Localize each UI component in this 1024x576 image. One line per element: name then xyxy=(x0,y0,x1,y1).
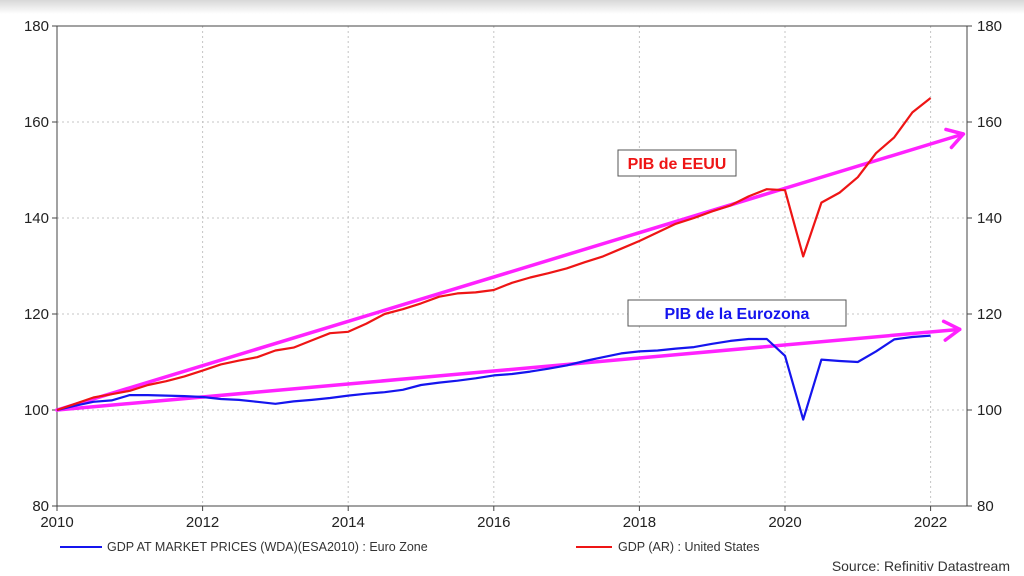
y-tick-label-right-100: 100 xyxy=(977,402,1002,419)
legend-label-us: GDP (AR) : United States xyxy=(618,540,760,554)
x-tick-label-2020: 2020 xyxy=(768,514,801,531)
grid xyxy=(57,26,967,506)
plot-frame xyxy=(56,25,968,507)
y-tick-label-left-100: 100 xyxy=(24,402,49,419)
trend-arrowhead-0 xyxy=(944,127,966,150)
x-tick-label-2018: 2018 xyxy=(623,514,656,531)
y-tick-label-right-180: 180 xyxy=(977,18,1002,35)
trend-arrow-0 xyxy=(55,132,966,412)
annotation-us-label: PIB de EEUU xyxy=(628,156,727,173)
x-tick-label-2010: 2010 xyxy=(40,514,73,531)
axis-ticks: 2010 2012 2014 2016 2018 2020 2022 80 80 100 100 12… xyxy=(24,18,1002,531)
series-lines xyxy=(56,97,932,421)
trend-arrows xyxy=(55,127,966,412)
source-label: Source: Refinitiv Datastream xyxy=(832,558,1010,574)
legend-label-euro: GDP AT MARKET PRICES (WDA)(ESA2010) : Eu… xyxy=(107,540,428,554)
x-tick-label-2022: 2022 xyxy=(914,514,947,531)
annotation-us-box xyxy=(617,149,737,177)
legend: GDP AT MARKET PRICES (WDA)(ESA2010) : Eu… xyxy=(60,540,760,554)
y-tick-label-left-180: 180 xyxy=(24,18,49,35)
x-tick-label-2012: 2012 xyxy=(186,514,219,531)
y-tick-label-right-160: 160 xyxy=(977,114,1002,131)
y-tick-label-right-120: 120 xyxy=(977,306,1002,323)
x-tick-label-2016: 2016 xyxy=(477,514,510,531)
y-tick-label-right-80: 80 xyxy=(977,498,994,515)
annotation-euro-box xyxy=(627,299,847,327)
series-line-euro-zone xyxy=(56,334,931,421)
trend-arrowhead-1 xyxy=(941,319,962,342)
series-line-united-states xyxy=(56,97,932,412)
annotation-us: PIB de EEUU xyxy=(617,149,737,177)
annotation-euro-label: PIB de la Eurozona xyxy=(665,306,810,323)
y-tick-label-left-160: 160 xyxy=(24,114,49,131)
annotation-euro: PIB de la Eurozona xyxy=(627,299,847,327)
x-tick-label-2014: 2014 xyxy=(332,514,365,531)
y-tick-label-left-120: 120 xyxy=(24,306,49,323)
y-tick-label-left-140: 140 xyxy=(24,210,49,227)
y-tick-label-right-140: 140 xyxy=(977,210,1002,227)
top-shadow xyxy=(0,0,1024,14)
y-tick-label-left-80: 80 xyxy=(32,498,49,515)
